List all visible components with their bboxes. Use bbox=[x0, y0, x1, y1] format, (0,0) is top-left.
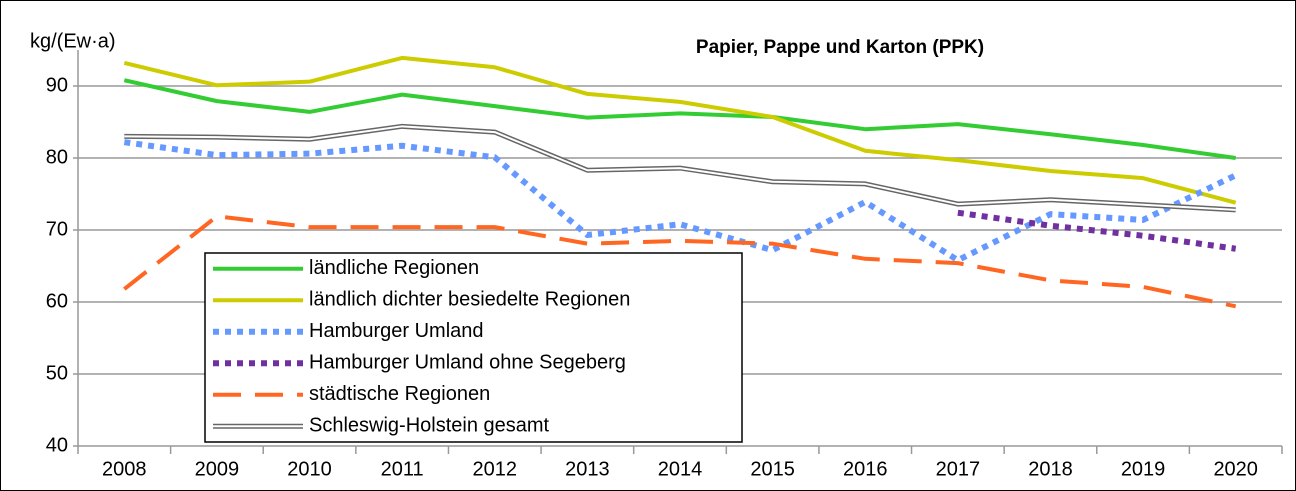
x-tick-label: 2016 bbox=[843, 458, 888, 480]
y-tick-label: 50 bbox=[46, 362, 68, 384]
x-tick-label: 2008 bbox=[102, 458, 147, 480]
x-tick-label: 2019 bbox=[1121, 458, 1166, 480]
legend-label: ländlich dichter besiedelte Regionen bbox=[309, 289, 630, 311]
x-tick-label: 2013 bbox=[565, 458, 610, 480]
x-tick-label: 2014 bbox=[658, 458, 703, 480]
y-tick-label: 70 bbox=[46, 218, 68, 240]
legend-label: ländliche Regionen bbox=[309, 257, 479, 279]
chart-title: Papier, Pappe und Karton (PPK) bbox=[696, 37, 984, 58]
y-axis-label: kg/(Ew·a) bbox=[30, 30, 116, 52]
series-line bbox=[123, 139, 1237, 264]
x-tick-label: 2020 bbox=[1213, 458, 1258, 480]
series-line bbox=[123, 214, 1237, 309]
x-tick-label: 2015 bbox=[750, 458, 795, 480]
legend-label: Hamburger Umland bbox=[309, 320, 484, 342]
legend-label: Hamburger Umland ohne Segeberg bbox=[309, 352, 626, 374]
x-tick-label: 2018 bbox=[1028, 458, 1073, 480]
series-line bbox=[123, 78, 1236, 160]
y-tick-label: 60 bbox=[46, 290, 68, 312]
x-tick-label: 2009 bbox=[195, 458, 240, 480]
x-tick-label: 2010 bbox=[287, 458, 332, 480]
y-tick-label: 90 bbox=[46, 74, 68, 96]
y-tick-label: 80 bbox=[46, 146, 68, 168]
x-tick-label: 2012 bbox=[473, 458, 518, 480]
legend-label: städtische Regionen bbox=[309, 383, 490, 405]
series-line-inner bbox=[124, 125, 1236, 211]
x-tick-label: 2017 bbox=[936, 458, 981, 480]
series-line bbox=[123, 55, 1237, 205]
y-tick-label: 40 bbox=[46, 434, 68, 456]
series-line bbox=[957, 209, 1237, 252]
legend-label: Schleswig-Holstein gesamt bbox=[309, 415, 550, 437]
legend-box bbox=[204, 252, 743, 443]
x-tick-label: 2011 bbox=[381, 458, 424, 480]
